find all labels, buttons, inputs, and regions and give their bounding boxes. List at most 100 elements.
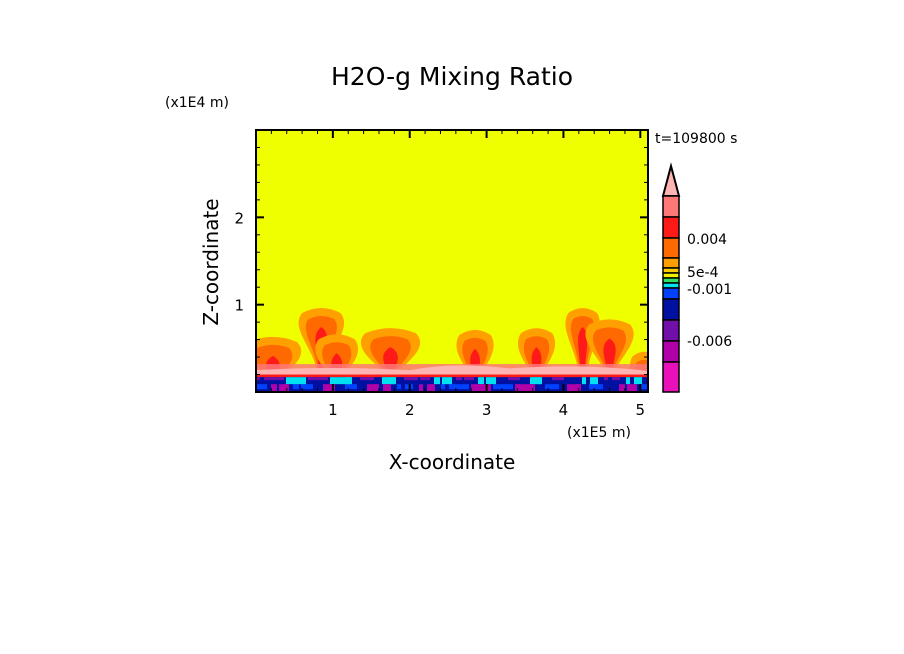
low-layer-patch — [286, 377, 294, 385]
x-tick-label: 5 — [636, 401, 646, 419]
low-layer-patch — [516, 377, 520, 381]
low-layer-patch — [478, 377, 484, 385]
low-layer-patch — [619, 384, 625, 392]
low-layer-patch — [367, 384, 377, 392]
low-layer-patch — [582, 377, 586, 385]
low-layer-patch — [390, 377, 396, 385]
colorbar-swatch — [662, 216, 680, 239]
low-layer-patch — [419, 384, 423, 392]
low-layer-patch — [508, 377, 518, 381]
chart-title: H2O-g Mixing Ratio — [331, 62, 573, 91]
y-tick-label: 1 — [234, 297, 244, 315]
colorbar-swatch — [662, 298, 680, 321]
low-layer-patch — [456, 377, 462, 381]
low-layer-patch — [626, 377, 630, 385]
colorbar-swatch — [662, 361, 680, 393]
plot-frame — [255, 129, 649, 393]
colorbar-extend-triangle — [661, 162, 681, 197]
y-axis-label: Z-coordinate — [199, 198, 223, 325]
low-layer-patch — [515, 384, 523, 392]
boundary-layer-pink — [256, 365, 648, 375]
plume-core — [578, 327, 588, 375]
low-layer-patch — [597, 384, 603, 390]
low-layer-patch — [345, 384, 355, 390]
low-layer-patch — [353, 384, 357, 390]
low-layer-patch — [434, 377, 440, 385]
low-layer-patch — [256, 377, 260, 381]
low-layer-patch — [486, 377, 496, 385]
x-tick-label: 4 — [559, 401, 569, 419]
low-layer-patch — [479, 384, 491, 392]
low-layer-patch — [442, 377, 452, 385]
low-layer-patch — [301, 384, 311, 390]
x-tick-label: 1 — [328, 401, 338, 419]
low-layer-patch — [293, 384, 299, 390]
low-layer-patch — [471, 384, 479, 392]
x-tick-label: 2 — [405, 401, 415, 419]
low-layer-patch — [346, 377, 352, 385]
low-layer-patch — [330, 377, 338, 385]
low-layer-patch — [308, 377, 316, 381]
low-layer-patch — [412, 377, 418, 381]
colorbar-swatch — [662, 287, 680, 300]
low-layer-patch — [279, 384, 289, 392]
low-layer-patch — [641, 384, 647, 390]
colorbar-label: 0.004 — [687, 232, 727, 248]
low-layer-patch — [634, 377, 642, 385]
low-layer-patch — [530, 377, 540, 385]
y-unit-label: (x1E4 m) — [165, 95, 229, 111]
low-layer-patch — [590, 377, 598, 385]
low-layer-patch — [627, 384, 637, 392]
low-layer-patch — [523, 384, 535, 392]
low-layer-patch — [604, 377, 608, 381]
surface-red-line — [256, 374, 648, 379]
low-layer-patch — [257, 384, 267, 390]
low-layer-patch — [382, 377, 394, 385]
low-layer-patch — [323, 384, 333, 392]
low-layer-patch — [272, 377, 284, 381]
low-layer-patch — [552, 377, 562, 381]
low-layer-patch — [294, 377, 306, 385]
low-layer-patch — [567, 384, 579, 392]
colorbar-swatch — [662, 257, 680, 269]
x-unit-label: (x1E5 m) — [567, 425, 631, 441]
low-layer-patch — [271, 384, 277, 392]
low-layer-patch — [560, 377, 564, 381]
low-layer-patch — [375, 384, 379, 392]
x-axis-label: X-coordinate — [389, 450, 516, 474]
low-layer-patch — [360, 377, 372, 381]
low-layer-patch — [575, 384, 581, 392]
low-layer-patch — [338, 377, 350, 385]
low-layer-patch — [420, 377, 430, 381]
low-layer-patch — [441, 384, 445, 390]
low-layer-patch — [383, 384, 391, 392]
low-layer-patch — [427, 384, 435, 392]
low-layer-patch — [264, 377, 272, 381]
low-layer-patch — [612, 377, 620, 381]
contour-field — [256, 130, 648, 392]
y-tick-label: 2 — [234, 209, 244, 227]
low-layer-patch — [397, 384, 401, 390]
axis-ticks: 1 2 3 4 5 1 2 — [234, 130, 648, 419]
low-layer-patch — [501, 384, 513, 390]
colorbar-swatch — [662, 237, 680, 259]
colorbar-label: 5e-4 — [687, 265, 719, 281]
low-layer-patch — [464, 377, 474, 381]
colorbar-swatch — [662, 319, 680, 342]
low-layer-patch — [368, 377, 374, 381]
low-layer-patch — [538, 377, 542, 385]
colorbar-label: -0.006 — [687, 334, 732, 350]
low-layer-patch — [316, 377, 328, 381]
low-layer-patch — [545, 384, 557, 390]
time-label: t=109800 s — [655, 131, 737, 147]
low-layer-patch — [309, 384, 313, 390]
low-layer-patch — [553, 384, 559, 390]
low-layer-patch — [493, 384, 501, 390]
low-layer-patch — [449, 384, 457, 390]
colorbar-swatch — [662, 340, 680, 363]
low-layer-patch — [404, 377, 416, 381]
colorbar: 0.004 5e-4-0.001 -0.006 — [661, 162, 732, 393]
colorbar-label: -0.001 — [687, 282, 732, 298]
colorbar-swatch — [662, 195, 680, 218]
